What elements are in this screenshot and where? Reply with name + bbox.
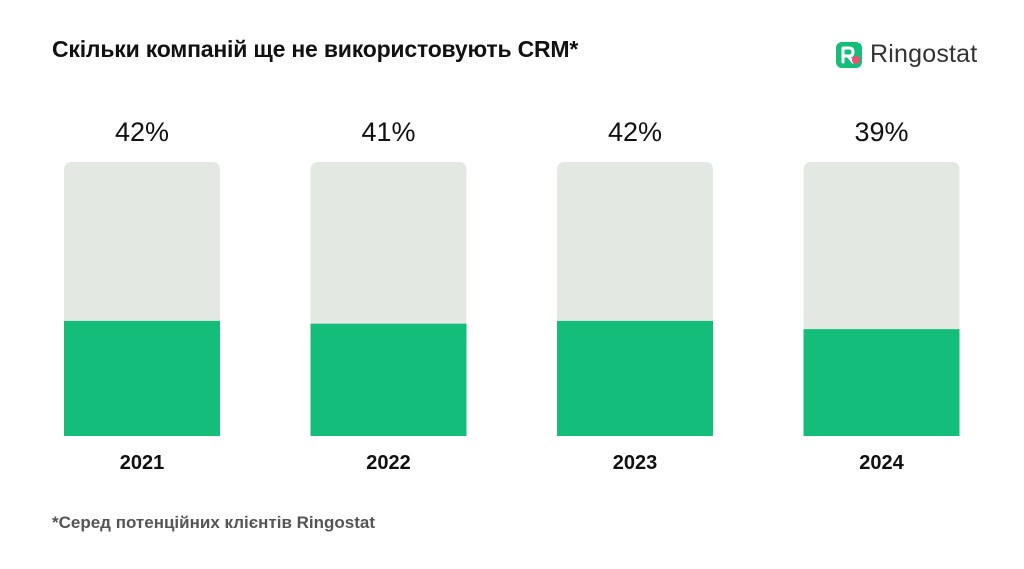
bar [310, 323, 467, 436]
data-label: 42% [608, 117, 662, 147]
data-label: 42% [115, 117, 169, 147]
bar [64, 320, 220, 436]
x-tick-label: 2023 [613, 452, 658, 474]
x-tick-label: 2024 [859, 452, 904, 474]
chart-title: Скільки компаній ще не використовують CR… [52, 36, 579, 62]
x-tick-label: 2022 [366, 452, 411, 474]
logo-text: Ringostat [870, 40, 978, 68]
ringostat-logo: Ringostat [836, 40, 977, 69]
bar [557, 320, 713, 436]
data-label: 39% [854, 117, 908, 147]
x-tick-label: 2021 [120, 452, 165, 474]
footnote: *Серед потенційних клієнтів Ringostat [52, 513, 375, 532]
data-label: 41% [361, 117, 415, 147]
ringostat-logo-icon [836, 41, 862, 68]
bar [803, 329, 960, 436]
